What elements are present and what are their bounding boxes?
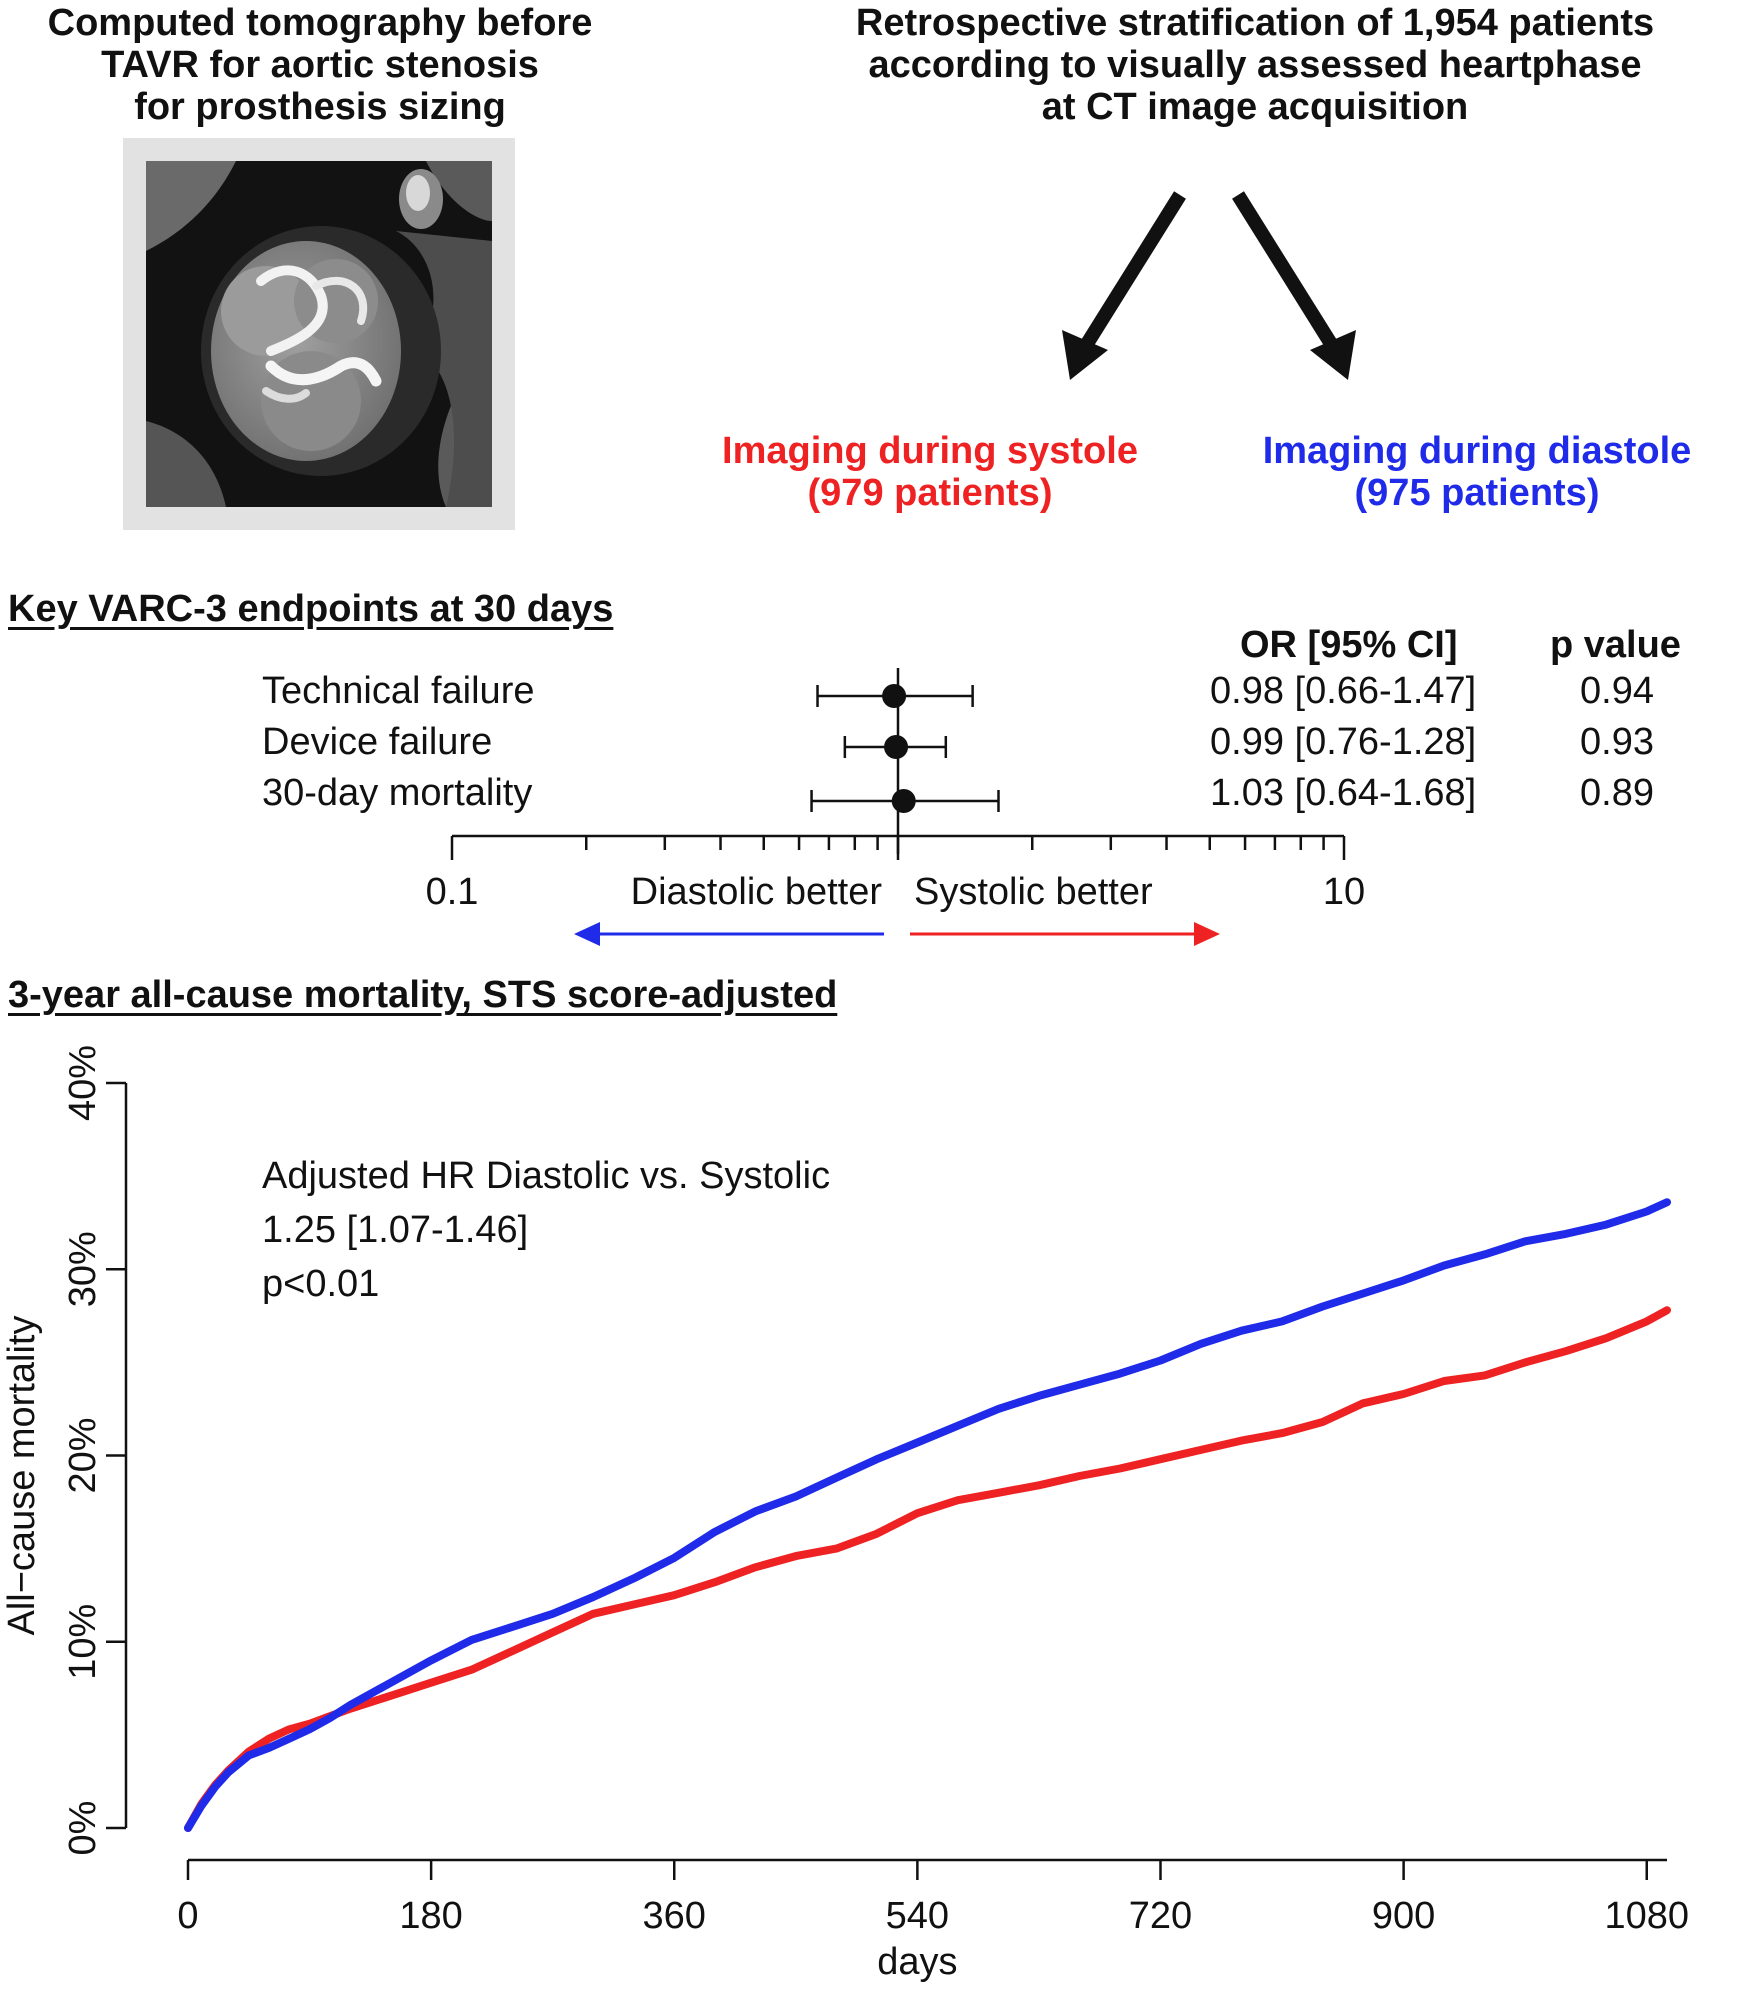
km-x-tick-label: 180 — [399, 1895, 462, 1937]
diastole-group-line-2: (975 patients) — [1354, 472, 1600, 514]
km-x-tick-label: 900 — [1372, 1895, 1435, 1937]
km-y-tick-label: 20% — [62, 1417, 104, 1493]
right-title-line-3: at CT image acquisition — [1041, 86, 1469, 128]
left-title-line-2: TAVR for aortic stenosis — [101, 44, 539, 86]
forest-row-or-ci: 0.98 [0.66-1.47] — [1210, 670, 1477, 712]
systole-group-label: Imaging during systole (979 patients) — [630, 430, 1230, 514]
left-title-line-3: for prosthesis sizing — [134, 86, 506, 128]
km-y-tick-label: 40% — [62, 1045, 104, 1121]
left-title: Computed tomography before TAVR for aort… — [0, 2, 640, 128]
right-title-line-2: according to visually assessed heartphas… — [868, 44, 1642, 86]
forest-row-label: Technical failure — [262, 670, 535, 712]
forest-right-arrow-head — [1194, 922, 1220, 946]
arrow-head-diastole — [1310, 330, 1356, 380]
systole-group-line-1: Imaging during systole — [722, 430, 1138, 472]
km-series-line-diastole — [184, 1198, 1671, 1832]
forest-tick-label: 10 — [1323, 871, 1365, 913]
forest-col-p-header: p value — [1550, 624, 1681, 666]
systole-group-line-2: (979 patients) — [807, 472, 1053, 514]
forest-row-label: 30-day mortality — [262, 772, 533, 814]
km-y-axis-label: All−cause mortality — [1, 1316, 43, 1636]
forest-row-or-ci: 1.03 [0.64-1.68] — [1210, 772, 1477, 814]
km-annotation-line: 1.25 [1.07-1.46] — [262, 1209, 528, 1251]
km-x-tick-label: 540 — [886, 1895, 949, 1937]
km-y-tick-label: 0% — [62, 1801, 104, 1856]
km-annotation-line: Adjusted HR Diastolic vs. Systolic — [262, 1155, 830, 1197]
km-y-tick-label: 10% — [62, 1604, 104, 1680]
km-series-line-systole — [184, 1306, 1671, 1832]
arrow-head-systole — [1062, 330, 1108, 380]
km-y-tick-label: 30% — [62, 1231, 104, 1307]
right-title-line-1: Retrospective stratification of 1,954 pa… — [855, 2, 1655, 44]
diastole-group-label: Imaging during diastole (975 patients) — [1200, 430, 1754, 514]
arrow-to-diastole — [1232, 191, 1344, 359]
left-title-line-1: Computed tomography before — [47, 2, 593, 44]
stratification-arrows — [1062, 191, 1356, 380]
forest-row-label: Device failure — [262, 721, 493, 763]
forest-row-p-value: 0.89 — [1580, 772, 1654, 814]
forest-point — [891, 789, 916, 813]
forest-row-p-value: 0.93 — [1580, 721, 1654, 763]
arrow-to-systole — [1074, 191, 1186, 359]
forest-plot: 0.1 10 Diastolic better Systolic better — [426, 668, 1365, 946]
diastole-group-line-1: Imaging during diastole — [1262, 430, 1692, 472]
forest-right-arrow-label: Systolic better — [914, 871, 1153, 913]
forest-tick-label: 0.1 — [426, 871, 479, 913]
km-x-tick-label: 1080 — [1604, 1895, 1689, 1937]
forest-left-arrow-label: Diastolic better — [631, 871, 883, 913]
forest-title: Key VARC-3 endpoints at 30 days — [8, 588, 614, 630]
km-x-tick-label: 360 — [643, 1895, 706, 1937]
ct-image-frame — [123, 138, 515, 530]
forest-left-arrow-head — [574, 922, 600, 946]
forest-row-p-value: 0.94 — [1580, 670, 1654, 712]
km-title: 3-year all-cause mortality, STS score-ad… — [8, 974, 838, 1016]
km-annotation-line: p<0.01 — [262, 1263, 379, 1305]
km-x-tick-label: 0 — [177, 1895, 198, 1937]
forest-point — [884, 735, 909, 759]
km-x-axis-label: days — [877, 1941, 957, 1983]
right-title: Retrospective stratification of 1,954 pa… — [760, 2, 1750, 128]
km-x-tick-label: 720 — [1129, 1895, 1192, 1937]
forest-col-or-header: OR [95% CI] — [1240, 624, 1458, 666]
forest-point — [882, 684, 907, 708]
km-chart: 0% 10% 20% 30% 40% All−cause mortality 0 180 360… — [1, 1045, 1689, 1983]
ct-scan-image — [146, 161, 492, 507]
forest-row-or-ci: 0.99 [0.76-1.28] — [1210, 721, 1477, 763]
